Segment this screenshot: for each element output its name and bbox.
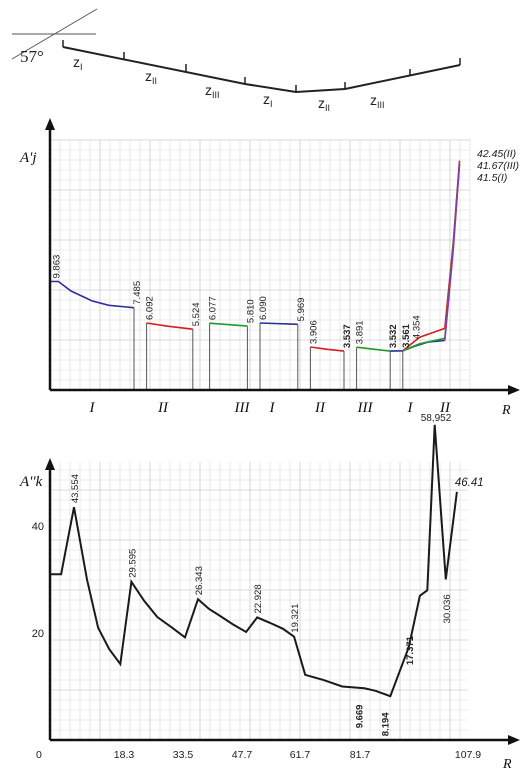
end-label: 41.5(I) bbox=[477, 172, 507, 184]
data-label: 5.969 bbox=[296, 298, 307, 322]
data-label: 6.077 bbox=[208, 296, 219, 320]
data-label: 17.371 bbox=[405, 635, 416, 665]
zone-label: II bbox=[314, 400, 326, 416]
series-line bbox=[402, 327, 446, 352]
series-line bbox=[356, 346, 391, 352]
x-tick-label: 0 bbox=[36, 749, 42, 761]
zone-label: III bbox=[234, 400, 251, 416]
data-label: 19.321 bbox=[290, 604, 301, 633]
y-tick-label: 40 bbox=[32, 521, 44, 533]
zone-label: I bbox=[407, 400, 414, 416]
series-line bbox=[50, 424, 458, 698]
data-label: 3.891 bbox=[355, 320, 366, 344]
zone-label: zII bbox=[145, 68, 157, 86]
series-line bbox=[259, 322, 298, 326]
zone-label: II bbox=[439, 400, 451, 416]
data-label: 3.906 bbox=[308, 320, 319, 344]
zone-label: zIII bbox=[205, 82, 220, 100]
zone-labels: zI zII zIII zI zII zIII bbox=[73, 54, 385, 113]
data-label: 7.485 bbox=[132, 281, 143, 305]
x-tick-label: 107.9 bbox=[455, 749, 481, 761]
y-axis-label: A'j bbox=[19, 150, 37, 166]
data-label: 3.537 bbox=[342, 324, 353, 348]
zone-label: zI bbox=[263, 91, 273, 109]
data-label: 3.532 bbox=[388, 324, 399, 348]
data-label: 5.810 bbox=[245, 299, 256, 323]
data-label: 6.092 bbox=[145, 296, 156, 320]
y-axis-arrow bbox=[45, 458, 55, 470]
angle-label: 57° bbox=[20, 47, 44, 66]
data-label: 9.863 bbox=[51, 255, 62, 279]
data-label: 3.561 bbox=[401, 323, 412, 347]
zone-label: III bbox=[357, 400, 374, 416]
x-tick-label: 33.5 bbox=[173, 749, 194, 761]
series-line bbox=[209, 322, 248, 327]
zone-label: zIII bbox=[370, 92, 385, 110]
x-tick-label: 18.3 bbox=[114, 749, 135, 761]
x-axis-label: R bbox=[501, 403, 511, 418]
x-axis-arrow bbox=[508, 385, 520, 395]
x-tick-label: 81.7 bbox=[350, 749, 371, 761]
profile-ticks bbox=[62, 40, 461, 92]
x-axis-arrow bbox=[508, 735, 520, 745]
series-line bbox=[146, 322, 193, 330]
y-axis-label: A''k bbox=[19, 474, 43, 490]
zone-label: I bbox=[89, 400, 96, 416]
series-line bbox=[310, 346, 345, 352]
data-label: 6.090 bbox=[258, 296, 269, 320]
series-line bbox=[402, 337, 445, 352]
series-line bbox=[444, 164, 461, 341]
data-label: 30.036 bbox=[442, 594, 453, 623]
data-label: 4.354 bbox=[411, 315, 422, 339]
data-label: 58,952 bbox=[421, 413, 452, 424]
data-label: 46.41 bbox=[455, 477, 484, 489]
data-label: 9.669 bbox=[354, 705, 365, 729]
data-label: 26.343 bbox=[194, 566, 205, 595]
x-axis-label: R bbox=[502, 757, 512, 772]
chart-ak: 43.554 29.595 26.343 22.928 19.321 9.669 8.194… bbox=[19, 413, 520, 772]
x-tick-label: 61.7 bbox=[290, 749, 311, 761]
zone-label: I bbox=[269, 400, 276, 416]
zone-label: zII bbox=[318, 95, 330, 113]
data-label: 8.194 bbox=[380, 712, 391, 736]
x-tick-label: 47.7 bbox=[232, 749, 253, 761]
series-line bbox=[50, 280, 135, 309]
profile-line bbox=[62, 46, 461, 94]
schematic: 57° zI zII zIII zI zII zIII bbox=[11, 8, 461, 113]
data-label: 43.554 bbox=[70, 474, 81, 503]
data-label: 22.928 bbox=[253, 584, 264, 613]
zone-label: II bbox=[157, 400, 169, 416]
end-label: 42.45(II) bbox=[477, 148, 516, 160]
data-label: 29.595 bbox=[127, 549, 138, 578]
zone-label: zI bbox=[73, 54, 83, 72]
data-label: 5.524 bbox=[191, 302, 202, 326]
y-tick-label: 20 bbox=[32, 628, 44, 640]
y-axis-arrow bbox=[45, 118, 55, 130]
end-label: 41.67(III) bbox=[477, 160, 519, 172]
